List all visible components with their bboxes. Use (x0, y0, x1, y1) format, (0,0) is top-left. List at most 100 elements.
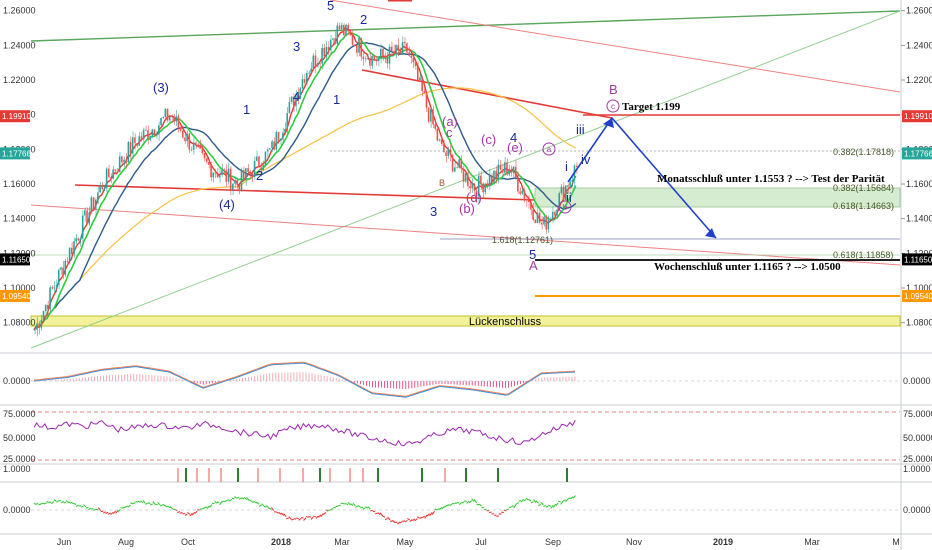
wave-b-line[interactable] (361, 69, 613, 119)
ma-slow (33, 42, 577, 331)
gap-fill-band[interactable] (30, 315, 901, 327)
oscillator-segment (412, 518, 416, 522)
price-tick-label: 1.26000 (906, 6, 932, 16)
candle-body (371, 55, 373, 66)
oscillator-segment (142, 500, 146, 504)
candle-body (277, 132, 280, 141)
candle-body (264, 151, 267, 166)
oscillator-segment (446, 504, 450, 507)
oscillator-segment (322, 511, 327, 516)
oscillator-segment (186, 512, 191, 515)
oscillator-segment (139, 500, 144, 504)
time-axis[interactable]: Jun Aug Oct 2018 Mar May Jul Sep Nov 2019 Mar M (57, 537, 900, 547)
oscillator-segment (261, 503, 265, 507)
oscillator-segment (120, 506, 124, 509)
oscillator-segment (115, 509, 119, 514)
wave-label-b-small: B (439, 178, 445, 188)
candle-body (107, 168, 110, 178)
candle-body (471, 183, 473, 189)
wave-label-4-top: 4 (293, 89, 300, 104)
oscillator-segment (558, 500, 561, 503)
candle-body (88, 212, 90, 224)
oscillator-segment (570, 496, 574, 500)
candle-body (136, 143, 138, 146)
oscillator-segment (404, 520, 408, 523)
candle-body (232, 183, 234, 190)
oscillator-segment (221, 500, 225, 503)
oscillator-segment (162, 503, 166, 507)
candle-body (121, 156, 123, 163)
oscillator-segment (291, 518, 294, 521)
oscillator-segment (70, 501, 74, 505)
target-label: Target 1.199 (622, 101, 681, 113)
rsi-axis-75: 75.0000 (903, 409, 932, 419)
macd-panel[interactable] (33, 361, 576, 398)
candle-body (138, 136, 141, 146)
wave-label-5-low: 5 (529, 247, 536, 262)
wave-label-b-paren: (b) (459, 201, 475, 216)
candle-body (342, 24, 345, 36)
neckline[interactable] (74, 184, 536, 201)
candle-body (275, 132, 278, 150)
candle-body (510, 170, 513, 173)
oscillator-segment (471, 498, 475, 502)
candle-body (112, 169, 114, 179)
oscillator-segment (102, 511, 106, 514)
oscillator-segment (441, 505, 445, 510)
candle-body (201, 148, 204, 154)
candle-body (303, 79, 306, 83)
price-tick-label: 1.14000 (906, 214, 932, 224)
candle-body (567, 185, 569, 187)
oscillator-segment (350, 503, 354, 506)
oscillator-segment (303, 517, 307, 521)
oscillator-segment (145, 502, 148, 505)
candle-body (53, 287, 56, 289)
oscillator-segment (506, 508, 509, 511)
candle-body (436, 128, 439, 141)
oscillator-segment (219, 501, 223, 506)
candle-body (536, 212, 539, 224)
candle-body (427, 107, 430, 122)
oscillator-segment (169, 506, 173, 510)
oscillator-segment (417, 516, 421, 519)
oscillator-segment (283, 513, 287, 518)
candle-body (279, 138, 282, 141)
oscillator-segment (110, 512, 114, 515)
candle-body (155, 134, 158, 136)
candle-body (297, 94, 299, 99)
upper-trendline[interactable] (30, 10, 901, 42)
candle-body (569, 181, 571, 187)
candle-body (449, 149, 452, 156)
price-tick-label: 1.24000 (906, 40, 932, 50)
candle-body (538, 212, 541, 223)
osc-axis-0-left: 0.0000 (3, 505, 31, 515)
price-axis[interactable]: 1.26000 1.26000 1.24000 1.24000 1.22000 1.220… (3, 6, 932, 328)
oscillator-segment (501, 511, 504, 514)
candle-body (214, 172, 217, 174)
candle-body (382, 48, 384, 57)
support-zone[interactable] (534, 187, 901, 208)
rsi-line[interactable] (33, 419, 576, 447)
candle-body (319, 62, 321, 64)
oscillator-segment (355, 505, 359, 508)
candle-body (549, 219, 552, 221)
oscillator-segment (295, 517, 299, 520)
wave-labels-purple: B A (a) (b) (c) (d) (e) a b c B (439, 82, 618, 273)
oscillator-segment (560, 500, 564, 505)
oscillator-segment (345, 503, 349, 505)
oscillator-segment (397, 521, 401, 525)
candle-body (208, 161, 210, 165)
candle-body (218, 175, 221, 178)
monthly-close-note: Monatsschluß unter 1.1553 ? --> Test der… (657, 173, 885, 185)
falling-channel-upper[interactable] (329, 0, 901, 93)
candle-body (399, 49, 402, 54)
candle-body (179, 127, 182, 131)
candle-body (181, 130, 184, 138)
oscillator-segment (461, 501, 465, 504)
candle-body (312, 55, 315, 69)
candle-body (79, 238, 82, 241)
candle-body (212, 172, 215, 178)
signal-panel[interactable] (177, 468, 568, 482)
candle-body (447, 149, 450, 157)
